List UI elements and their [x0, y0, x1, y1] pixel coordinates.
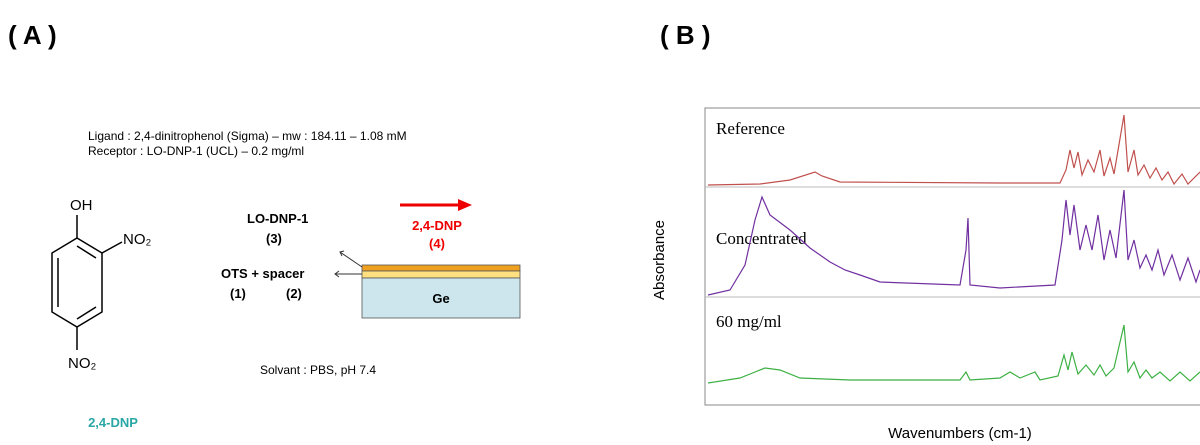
ots-layer: [361, 270, 521, 279]
layer-label: (2): [286, 286, 302, 301]
layer-label: (1): [230, 286, 246, 301]
substrate-label: Ge: [432, 291, 449, 306]
analyte-label: (4): [429, 236, 445, 251]
panel-label: ( A ): [8, 20, 57, 50]
receptor-layer: [361, 264, 521, 272]
spectrum: [707, 114, 1200, 186]
layer-label: (3): [266, 231, 282, 246]
trace-label: Reference: [716, 119, 785, 138]
ligand-text: Ligand : 2,4-dinitrophenol (Sigma) – mw …: [88, 129, 407, 143]
plot-frame: [704, 107, 1200, 406]
spectrum: [707, 324, 1200, 384]
trace-label: 60 mg/ml: [716, 312, 782, 331]
panel-label: ( B ): [660, 20, 711, 50]
atom-label: NO₂: [123, 231, 152, 248]
analyte-arrow-head: [458, 199, 472, 211]
atom-label: NO₂: [68, 355, 97, 372]
receptor-text: Receptor : LO-DNP-1 (UCL) – 0.2 mg/ml: [88, 144, 304, 158]
analyte-label: 2,4-DNP: [412, 218, 462, 233]
atom-label: OH: [70, 197, 93, 214]
y-axis-title: Absorbance: [651, 220, 668, 300]
molecule: [51, 215, 123, 350]
ge-substrate: [361, 277, 521, 319]
x-axis-title: Wavenumbers (cm-1): [888, 425, 1032, 442]
solvent-text: Solvant : PBS, pH 7.4: [260, 363, 376, 377]
pointer-arrows: [334, 250, 363, 278]
spectrum: [707, 189, 1200, 296]
layer-label: OTS + spacer: [221, 266, 304, 281]
layer-label: LO-DNP-1: [247, 211, 308, 226]
molecule-name: 2,4-DNP: [88, 415, 138, 430]
trace-label: Concentrated: [716, 229, 807, 248]
